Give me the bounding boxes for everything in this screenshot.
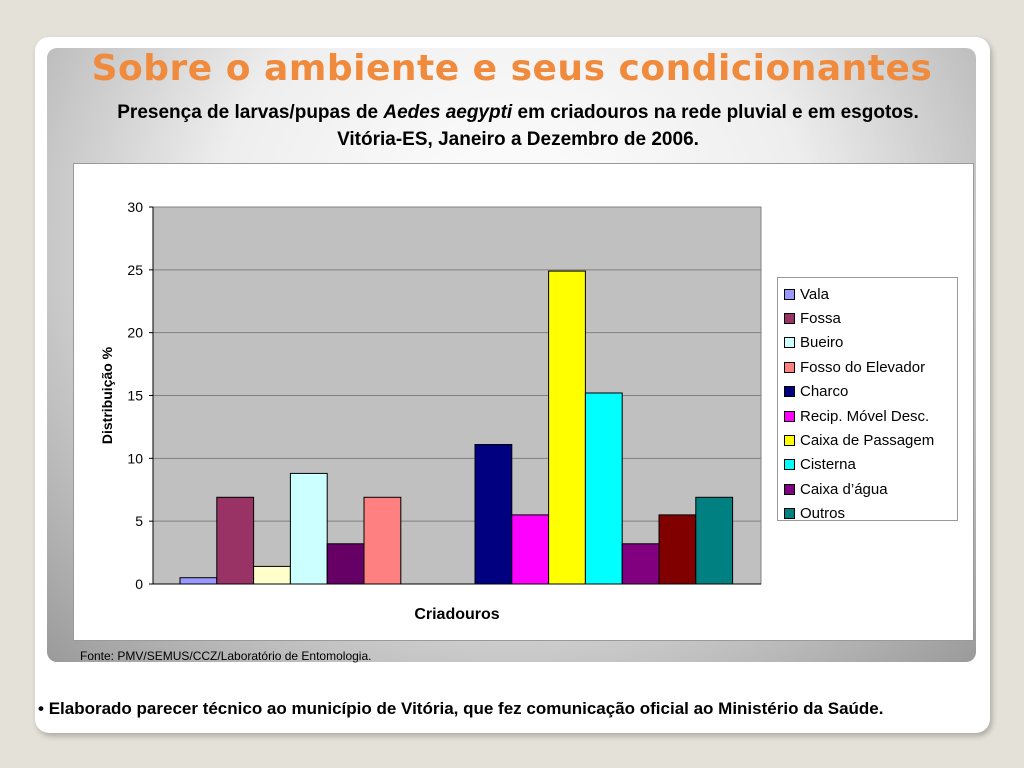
legend-label: Caixa de Passagem [800,432,935,450]
y-tick-label: 10 [127,450,143,466]
legend-label: Recip. Móvel Desc. [800,407,930,425]
bullet-note: • Elaborado parecer técnico ao município… [38,697,978,720]
legend-label: Fossa [800,310,841,328]
y-tick-label: 0 [135,576,143,592]
bar-7 [474,444,513,585]
legend-item: Charco [784,380,957,404]
bar-2 [216,496,255,585]
legend-label: Bueiro [800,334,844,352]
bar-13 [695,496,734,585]
legend-item: Recip. Móvel Desc. [784,404,957,428]
legend-label: Caixa d’água [800,480,888,498]
y-axis-title: Distribuição % [99,346,115,444]
legend-item: Caixa de Passagem [784,428,957,452]
bar-12 [658,514,697,585]
chart-legend: Vala Fossa Bueiro Fosso do Elevador Charco Re… [777,277,958,522]
legend-label: Cisterna [800,456,856,474]
bar-11 [621,543,660,585]
source-note: Fonte: PMV/SEMUS/CCZ/Laboratório de Ento… [80,649,372,663]
legend-item: Caixa d’água [784,477,957,501]
legend-label: Fosso do Elevador [800,358,926,376]
bar-4 [289,472,328,585]
y-tick-label: 20 [127,325,143,341]
legend-swatch [784,386,795,398]
legend-label: Outros [800,505,846,523]
y-tick-label: 30 [127,199,143,215]
bar-6 [363,496,402,585]
legend-item: Bueiro [784,331,957,355]
legend-swatch [784,337,795,349]
legend-swatch [784,313,795,325]
y-tick-label: 15 [127,388,143,404]
y-tick-label: 5 [135,513,143,529]
bullet-text: Elaborado parecer técnico ao município d… [48,699,884,718]
subtitle-part1: Presença de larvas/pupas de [117,102,384,123]
legend-item: Fossa [784,306,957,330]
legend-item: Vala [784,282,957,306]
subtitle-part2: em criadouros na rede pluvial e em esgot… [512,102,919,123]
bullet-mark: • [38,699,44,718]
bar-8 [511,514,550,585]
legend-label: Vala [800,285,829,303]
legend-item: Outros [784,502,957,526]
legend-item: Cisterna [784,453,957,477]
legend-swatch [784,435,795,447]
bar-10 [584,392,623,585]
legend-item: Fosso do Elevador [784,355,957,379]
legend-label: Charco [800,383,849,401]
slide-title: Sobre o ambiente e seus condicionantes [91,48,933,89]
legend-swatch [784,288,795,300]
y-tick-label: 25 [127,262,143,278]
legend-swatch [784,483,795,495]
legend-swatch [784,508,795,520]
legend-swatch [784,410,795,422]
chart-subtitle: Presença de larvas/pupas de Aedes aegypt… [20,99,1016,153]
legend-swatch [784,459,795,471]
bar-1 [179,577,218,585]
subtitle-line2: Vitória-ES, Janeiro a Dezembro de 2006. [337,129,699,150]
subtitle-species: Aedes aegypti [383,102,513,123]
bar-3 [253,565,291,585]
bar-9 [548,270,586,585]
legend-swatch [784,361,795,373]
bar-5 [326,543,365,585]
x-axis-title: Criadouros [414,606,499,623]
